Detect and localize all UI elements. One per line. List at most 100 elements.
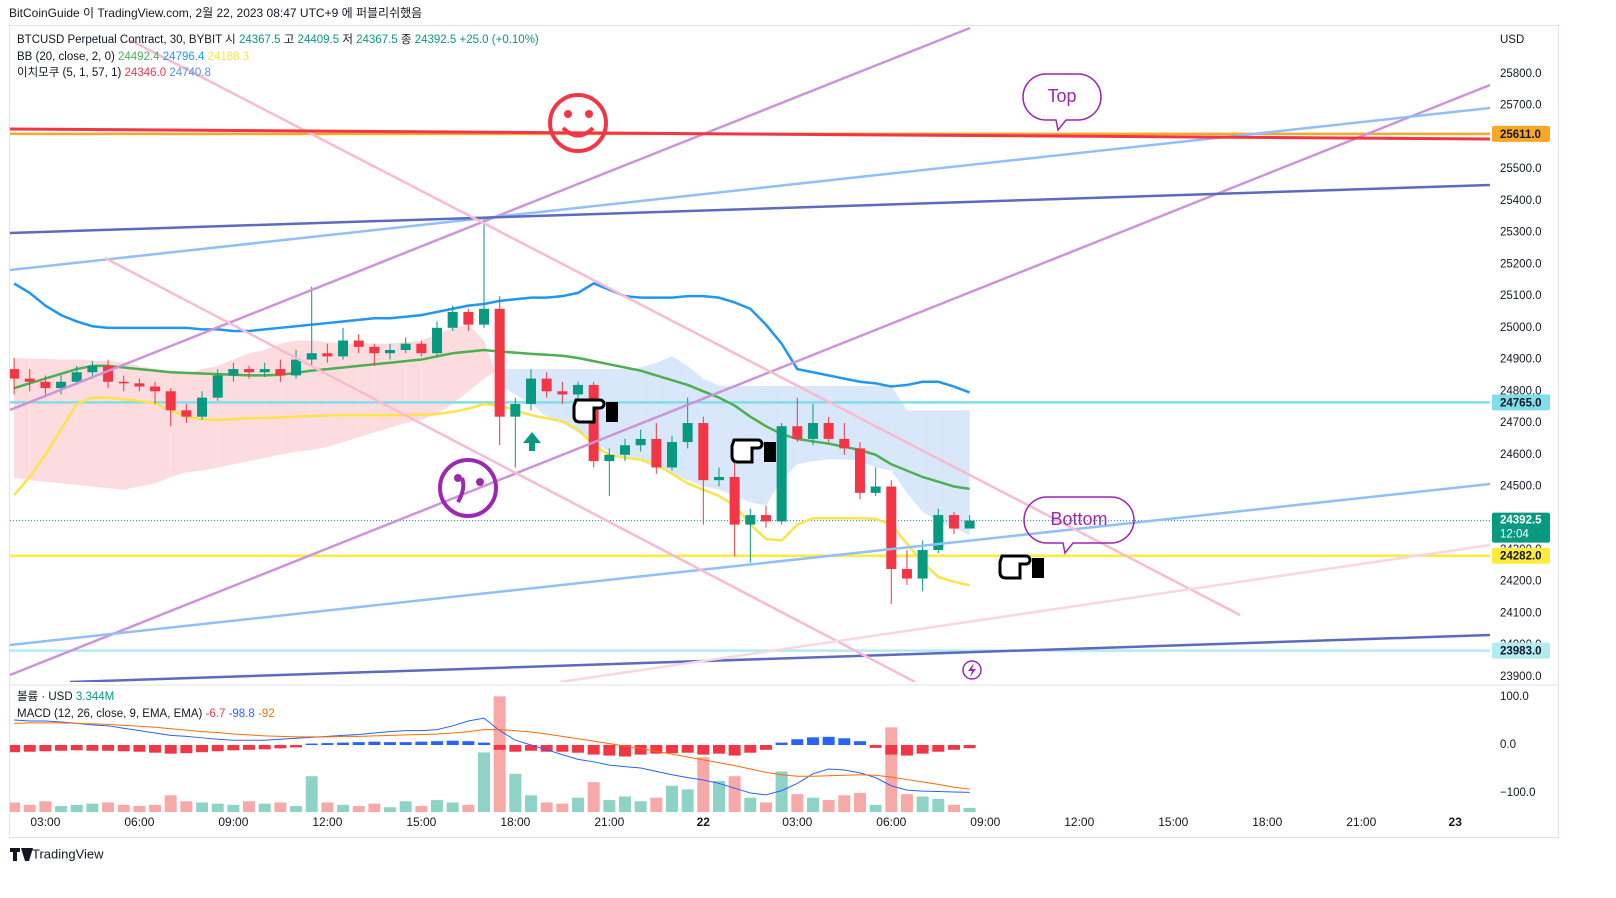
macd-bar (180, 745, 193, 754)
candle-body (948, 515, 959, 529)
x-tick-label: 18:00 (1252, 815, 1282, 829)
x-tick-label: 06:00 (124, 815, 154, 829)
macd-bar (525, 745, 538, 751)
y-tick-label: 25000.0 (1500, 322, 1542, 334)
candle-body (745, 515, 756, 525)
macd-bar (838, 738, 851, 746)
trend-line (10, 127, 1490, 141)
macd-bar (509, 745, 522, 752)
volume-bar (838, 795, 851, 812)
volume-bar (290, 806, 303, 812)
macd-bar (963, 745, 976, 749)
countdown: 12:04 (1500, 529, 1529, 541)
cloud-segment (358, 343, 375, 438)
volume-bar (806, 797, 819, 812)
price-label: 24765.0 (1500, 397, 1542, 409)
volume-bar (39, 801, 52, 812)
macd-bar (70, 745, 83, 751)
candle-body (651, 438, 662, 468)
sad-icon (438, 458, 498, 518)
ohlc-value: 24367.5 (356, 34, 398, 46)
callout-text: Bottom (1050, 509, 1107, 529)
macd-bar (368, 741, 381, 746)
candle-body (698, 423, 709, 481)
macd-bar (932, 745, 945, 752)
up-arrow (523, 432, 541, 451)
x-tick-label: 12:00 (1064, 815, 1094, 829)
indicator-name: 이치모쿠 (5, 1, 57, 1) (17, 66, 121, 79)
candle-body (103, 365, 114, 382)
macd-bar (869, 745, 882, 748)
x-tick-label: 21:00 (594, 815, 624, 829)
macd-bar (572, 745, 585, 753)
legend-row: BB (20, close, 2, 0) 24492.4 24796.4 241… (17, 51, 249, 63)
legend-row: 이치모쿠 (5, 1, 57, 1) 24346.0 24740.8 (17, 66, 211, 79)
macd-bar (462, 741, 475, 746)
volume-bar (900, 794, 913, 812)
trend-line (129, 38, 1241, 617)
indicator-name: 볼륨 · USD (17, 690, 73, 703)
y-tick-label: 25400.0 (1500, 195, 1542, 207)
cloud-segment (186, 369, 203, 473)
cloud-segment (953, 410, 970, 536)
y-tick-label: 24700.0 (1500, 417, 1542, 429)
macd-bar (791, 739, 804, 746)
indicator-name: MACD (12, 26, close, 9, EMA, EMA) (17, 708, 203, 720)
price-label: 25611.0 (1500, 129, 1541, 141)
candle-body (212, 375, 223, 398)
cloud-segment (108, 361, 124, 490)
volume-bar (180, 801, 193, 812)
volume-bar (352, 806, 365, 812)
y-tick-label: 24200.0 (1500, 576, 1542, 588)
macd-bar (149, 745, 162, 753)
volume-bar (885, 727, 898, 812)
y-tick-label: 25700.0 (1500, 100, 1542, 112)
indicator-name: BB (20, close, 2, 0) (17, 51, 115, 63)
macd-bar (23, 745, 36, 752)
macd-bar (196, 745, 209, 753)
cloud-segment (828, 385, 845, 460)
cloud-segment (249, 350, 265, 462)
macd-bar (540, 745, 553, 752)
macd-bar (399, 742, 412, 746)
indicator-line (14, 717, 970, 796)
cloud-segment (29, 358, 46, 482)
indicator-value: 24740.8 (169, 67, 211, 79)
macd-bar (947, 745, 960, 750)
volume-bar (822, 800, 835, 812)
callout-bubble (1023, 496, 1135, 555)
volume-bar (478, 752, 491, 812)
candle-body (635, 438, 646, 446)
legend-row: BTCUSD Perpetual Contract, 30, BYBIT 시 2… (17, 33, 539, 46)
trend-line (10, 26, 971, 412)
x-tick-label: 15:00 (1158, 815, 1188, 829)
volume-bar (775, 771, 788, 812)
candle-body (369, 346, 380, 354)
macd-bar (117, 745, 130, 752)
footer-brand: TradingView (32, 846, 104, 861)
indicator-value: -92 (258, 708, 275, 720)
cloud-segment (374, 343, 391, 433)
candle-body (87, 365, 98, 373)
candle-body (494, 308, 505, 417)
volume-bar (431, 800, 444, 812)
volume-bar (540, 802, 553, 812)
volume-bar (759, 802, 772, 812)
candle-body (353, 340, 364, 347)
volume-bar (556, 803, 569, 812)
symbol: BTCUSD Perpetual Contract, 30, BYBIT (17, 34, 222, 46)
volume-bar (665, 785, 678, 812)
macd-bar (39, 745, 52, 752)
candle-body (682, 423, 693, 443)
volume-bar (603, 800, 616, 812)
volume-bar (462, 804, 475, 812)
price-label: 23983.0 (1500, 646, 1542, 658)
y-tick-label: 25300.0 (1500, 227, 1542, 239)
volume-bar (368, 803, 381, 812)
macd-bar (133, 745, 146, 752)
y-tick-label: 24500.0 (1500, 481, 1542, 493)
trend-line (104, 256, 916, 682)
legend: BTCUSD Perpetual Contract, 30, BYBIT 시 2… (17, 33, 539, 720)
